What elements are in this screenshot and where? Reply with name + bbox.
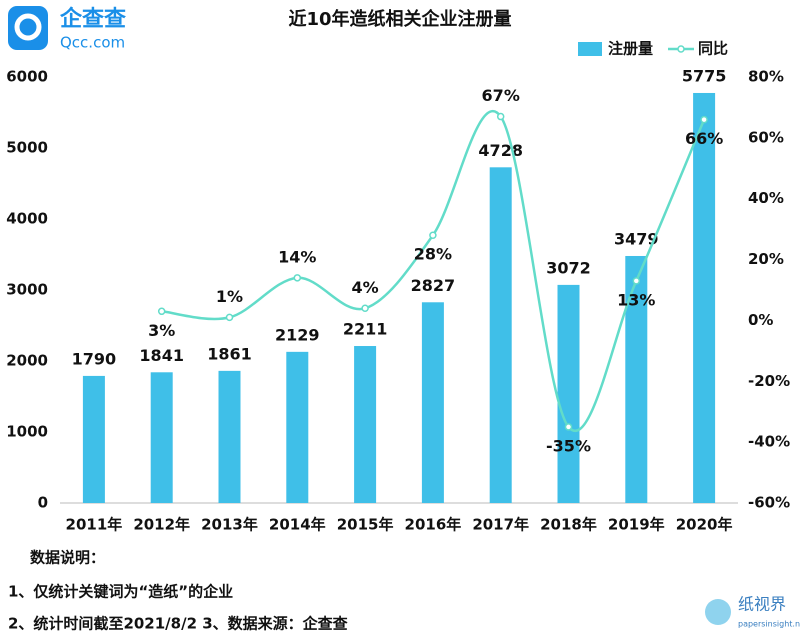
data-label: 14% (278, 247, 316, 266)
note: 1、仅统计关键词为“造纸”的企业 (8, 583, 233, 601)
y-tick-label: 0 (38, 494, 48, 512)
x-tick-label: 2020年 (676, 516, 733, 534)
note: 数据说明： (30, 549, 105, 567)
y2-tick-label: 20% (748, 250, 784, 268)
data-label: 3072 (546, 258, 591, 277)
bar (286, 351, 309, 503)
bar (421, 302, 444, 503)
y-tick-label: 3000 (6, 281, 48, 299)
bar (218, 370, 241, 503)
data-label: 4% (352, 278, 379, 297)
data-label: 67% (482, 86, 520, 105)
y2-tick-label: 0% (748, 311, 773, 329)
y-tick-label: 1000 (6, 423, 48, 441)
brand-name: 企查查 (59, 6, 126, 32)
x-tick-label: 2014年 (269, 516, 326, 534)
data-label: 3% (148, 321, 175, 340)
data-label: 4728 (478, 141, 523, 160)
line-point (157, 307, 166, 316)
x-tick-label: 2013年 (201, 516, 258, 534)
data-label: 1% (216, 287, 243, 306)
line-point (225, 313, 234, 322)
line (161, 109, 706, 432)
line-point (429, 231, 437, 239)
x-tick-label: 2016年 (405, 516, 462, 534)
y2-tick-label: -60% (748, 494, 790, 512)
y2-tick-label: -40% (748, 433, 790, 451)
data-label: 2129 (275, 325, 320, 344)
logo-icon (8, 6, 48, 50)
data-label: 1790 (72, 349, 117, 368)
line-point (632, 277, 641, 285)
data-label: -35% (546, 436, 591, 455)
watermark-icon (705, 599, 731, 625)
watermark-site: papersinsight.net (738, 620, 800, 629)
y-tick-label: 2000 (6, 352, 48, 370)
y-tick-label: 5000 (6, 139, 48, 157)
legend-label: 同比 (698, 40, 728, 58)
data-label: 13% (617, 290, 655, 309)
bar (82, 375, 105, 503)
data-label: 3479 (614, 229, 659, 248)
line-point (700, 115, 708, 124)
x-tick-label: 2015年 (337, 516, 394, 534)
chart-title: 近10年造纸相关企业注册量 (288, 8, 511, 30)
line-point (293, 274, 302, 282)
data-label: 2827 (411, 276, 456, 295)
legend-swatch (677, 45, 685, 53)
x-tick-label: 2011年 (66, 516, 123, 534)
bar (354, 346, 377, 503)
y-tick-label: 4000 (6, 210, 48, 228)
legend-swatch (578, 42, 602, 56)
y2-tick-label: 40% (748, 189, 784, 207)
note: 2、统计时间截至2021/8/2 3、数据来源：企查查 (8, 615, 349, 633)
y2-tick-label: 80% (748, 68, 784, 86)
x-tick-label: 2012年 (133, 516, 190, 534)
y-tick-label: 6000 (6, 68, 48, 86)
watermark-name: 纸视界 (738, 595, 786, 614)
data-label: 1861 (207, 344, 252, 363)
data-label: 2211 (343, 320, 388, 339)
x-tick-label: 2019年 (608, 516, 665, 534)
data-label: 1841 (139, 346, 184, 365)
line-point (361, 304, 369, 313)
bar (625, 255, 648, 503)
x-tick-label: 2018年 (540, 516, 597, 534)
data-label: 28% (414, 245, 452, 264)
legend-label: 注册量 (608, 40, 653, 58)
bar (693, 92, 716, 503)
line-point (496, 112, 505, 121)
y2-tick-label: -20% (748, 372, 790, 390)
line-point (564, 423, 573, 431)
data-label: 5775 (682, 66, 727, 85)
brand-site: Qcc.com (60, 34, 125, 52)
y2-tick-label: 60% (748, 128, 784, 146)
x-tick-label: 2017年 (472, 516, 529, 534)
logo-glyph (14, 13, 42, 41)
data-label: 66% (685, 129, 723, 148)
bar (557, 284, 580, 503)
bar (150, 372, 173, 503)
bar (489, 167, 512, 503)
